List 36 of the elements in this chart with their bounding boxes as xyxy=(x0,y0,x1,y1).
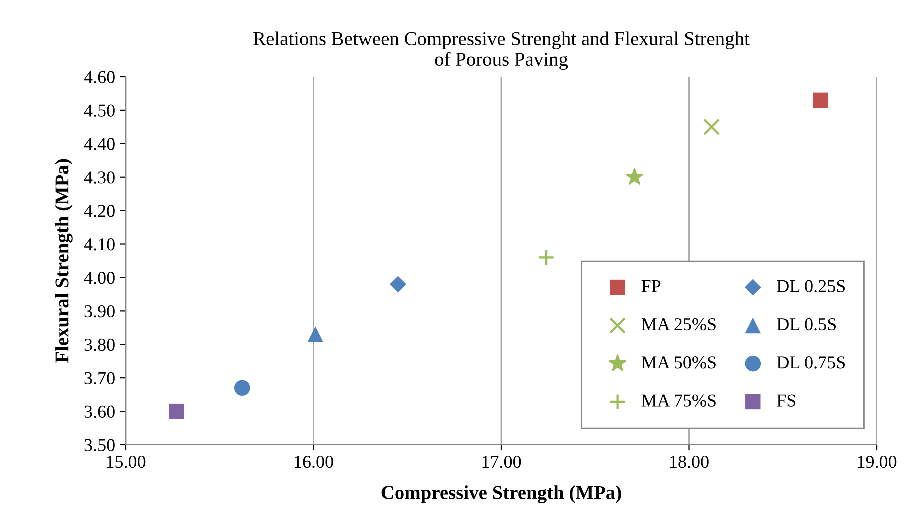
x-tick-label: 16.00 xyxy=(295,456,334,468)
x-tick-label: 18.00 xyxy=(670,456,709,468)
point xyxy=(234,380,250,396)
legend-label: DL 0.75S xyxy=(777,356,846,369)
y-tick-label: 4.20 xyxy=(84,205,115,218)
point xyxy=(703,118,720,136)
y-tick-label: 3.90 xyxy=(84,305,115,318)
y-tick-label: 4.60 xyxy=(84,71,115,84)
y-tick-label: 3.50 xyxy=(84,439,115,452)
point xyxy=(626,168,644,185)
legend-label: DL 0.25S xyxy=(777,280,846,293)
point xyxy=(813,92,828,108)
point xyxy=(390,276,406,293)
chart-title: Relations Between Compressive Strenght and Flexural Strenght of Porous Paving xyxy=(254,32,750,70)
point xyxy=(538,249,555,266)
legend-label: FS xyxy=(777,394,796,407)
y-tick-label: 4.10 xyxy=(84,238,115,251)
legend-label: FP xyxy=(642,280,661,292)
y-tick-label: 3.80 xyxy=(84,338,115,352)
y-axis-title: Flexural Strength (MPa) xyxy=(55,159,73,364)
y-tick-label: 4.50 xyxy=(84,104,115,117)
y-tick-label: 4.40 xyxy=(84,138,115,150)
x-tick-label: 17.00 xyxy=(482,456,522,468)
y-tick-label: 4.30 xyxy=(84,172,115,184)
legend-label: MA 75%S xyxy=(642,394,716,407)
legend-label: MA 25%S xyxy=(642,318,716,331)
y-tick-label: 4.00 xyxy=(84,272,115,284)
legend-label: DL 0.5S xyxy=(777,318,836,331)
x-tick-label: 19.00 xyxy=(858,456,897,468)
point xyxy=(308,326,324,343)
point xyxy=(169,404,184,420)
x-axis-title: Compressive Strength (MPa) xyxy=(382,486,622,504)
x-tick-label: 15.00 xyxy=(107,456,146,468)
y-tick-label: 3.70 xyxy=(84,372,115,385)
legend-label: MA 50%S xyxy=(642,356,716,369)
y-tick-label: 3.60 xyxy=(84,406,115,418)
